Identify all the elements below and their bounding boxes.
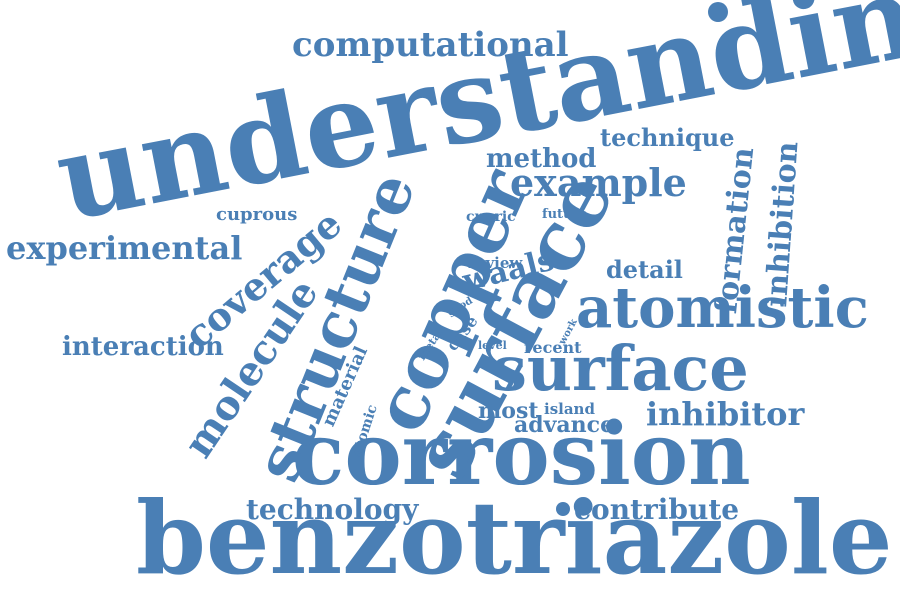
word-computational: computational <box>292 25 569 65</box>
word-atomistic: atomistic <box>576 275 869 341</box>
decorative-dot <box>708 2 728 22</box>
word-oxidation: surface <box>492 332 749 405</box>
word-technique: technique <box>600 123 735 152</box>
word-cuprous: cuprous <box>216 204 298 225</box>
word-recent: recent <box>524 338 582 357</box>
word-benzotriazole: benzotriazole <box>136 479 893 593</box>
word-level: level <box>478 339 507 352</box>
word-interaction: interaction <box>62 332 224 362</box>
word-example: example <box>510 160 687 205</box>
word-technology: technology <box>246 493 419 526</box>
word-island: island <box>544 400 595 418</box>
word-experimental: experimental <box>6 229 243 267</box>
word-cupric: cupric <box>466 209 516 225</box>
word-detail: detail <box>606 255 683 284</box>
word-most: most <box>478 398 539 424</box>
word-advance: advance <box>514 412 615 438</box>
word-review: review <box>468 254 523 272</box>
word-future: future <box>542 207 588 222</box>
word-contribute: contribute <box>574 493 740 526</box>
decorative-dot <box>556 502 570 516</box>
word-inhibitor: inhibitor <box>646 395 805 433</box>
word-corrosion: corrosion <box>292 404 751 505</box>
word-method: method <box>486 144 597 174</box>
